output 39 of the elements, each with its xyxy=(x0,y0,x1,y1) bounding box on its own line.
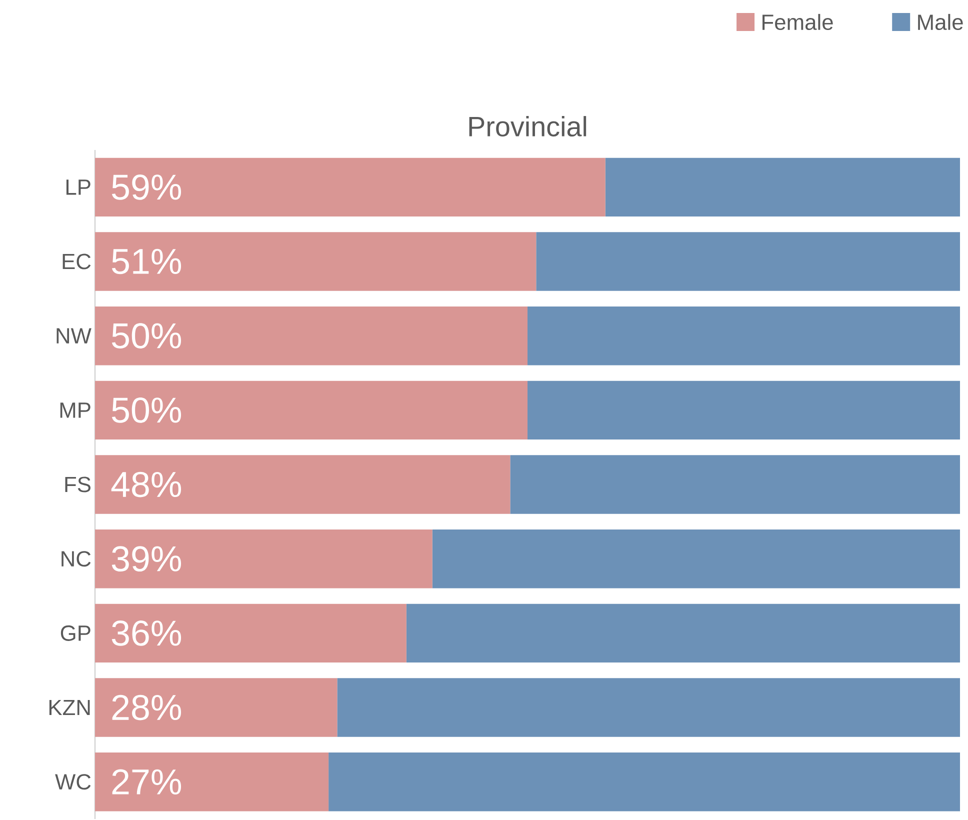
bar xyxy=(95,530,432,588)
bar xyxy=(95,306,528,366)
data-label: 59% xyxy=(112,174,182,200)
bar xyxy=(95,455,510,514)
y-tick-label: WC xyxy=(55,774,91,790)
bar xyxy=(605,158,960,217)
bar xyxy=(95,380,528,440)
y-tick-label: NC xyxy=(62,551,91,567)
chart-title: Provincial xyxy=(469,116,586,137)
y-tick-label: GP xyxy=(60,626,90,642)
bar xyxy=(95,752,329,812)
legend-label: Male xyxy=(918,14,963,30)
bar xyxy=(406,604,960,663)
data-label: 36% xyxy=(112,620,182,646)
bar xyxy=(528,380,960,440)
y-tick-label: MP xyxy=(60,402,90,418)
bar xyxy=(328,752,960,812)
data-label: 51% xyxy=(112,249,182,274)
y-tick-label: KZN xyxy=(49,700,90,716)
bar xyxy=(95,158,606,217)
y-tick-label: NW xyxy=(56,328,92,344)
legend-label: Female xyxy=(762,14,833,30)
data-label: 50% xyxy=(112,398,182,423)
data-label: 48% xyxy=(111,472,182,498)
bar xyxy=(536,232,960,291)
y-tick-label: FS xyxy=(65,476,90,492)
bar xyxy=(95,604,406,663)
data-label: 28% xyxy=(112,694,182,720)
data-label: 50% xyxy=(112,323,182,349)
bar xyxy=(95,232,536,291)
data-label: 27% xyxy=(112,769,182,795)
bar xyxy=(337,678,960,737)
bar xyxy=(510,455,960,514)
y-tick-label: LP xyxy=(66,180,90,195)
bar xyxy=(528,306,960,366)
y-tick-label: EC xyxy=(62,254,91,270)
data-label: 39% xyxy=(112,546,182,572)
bar xyxy=(95,678,338,737)
bar xyxy=(432,530,960,588)
